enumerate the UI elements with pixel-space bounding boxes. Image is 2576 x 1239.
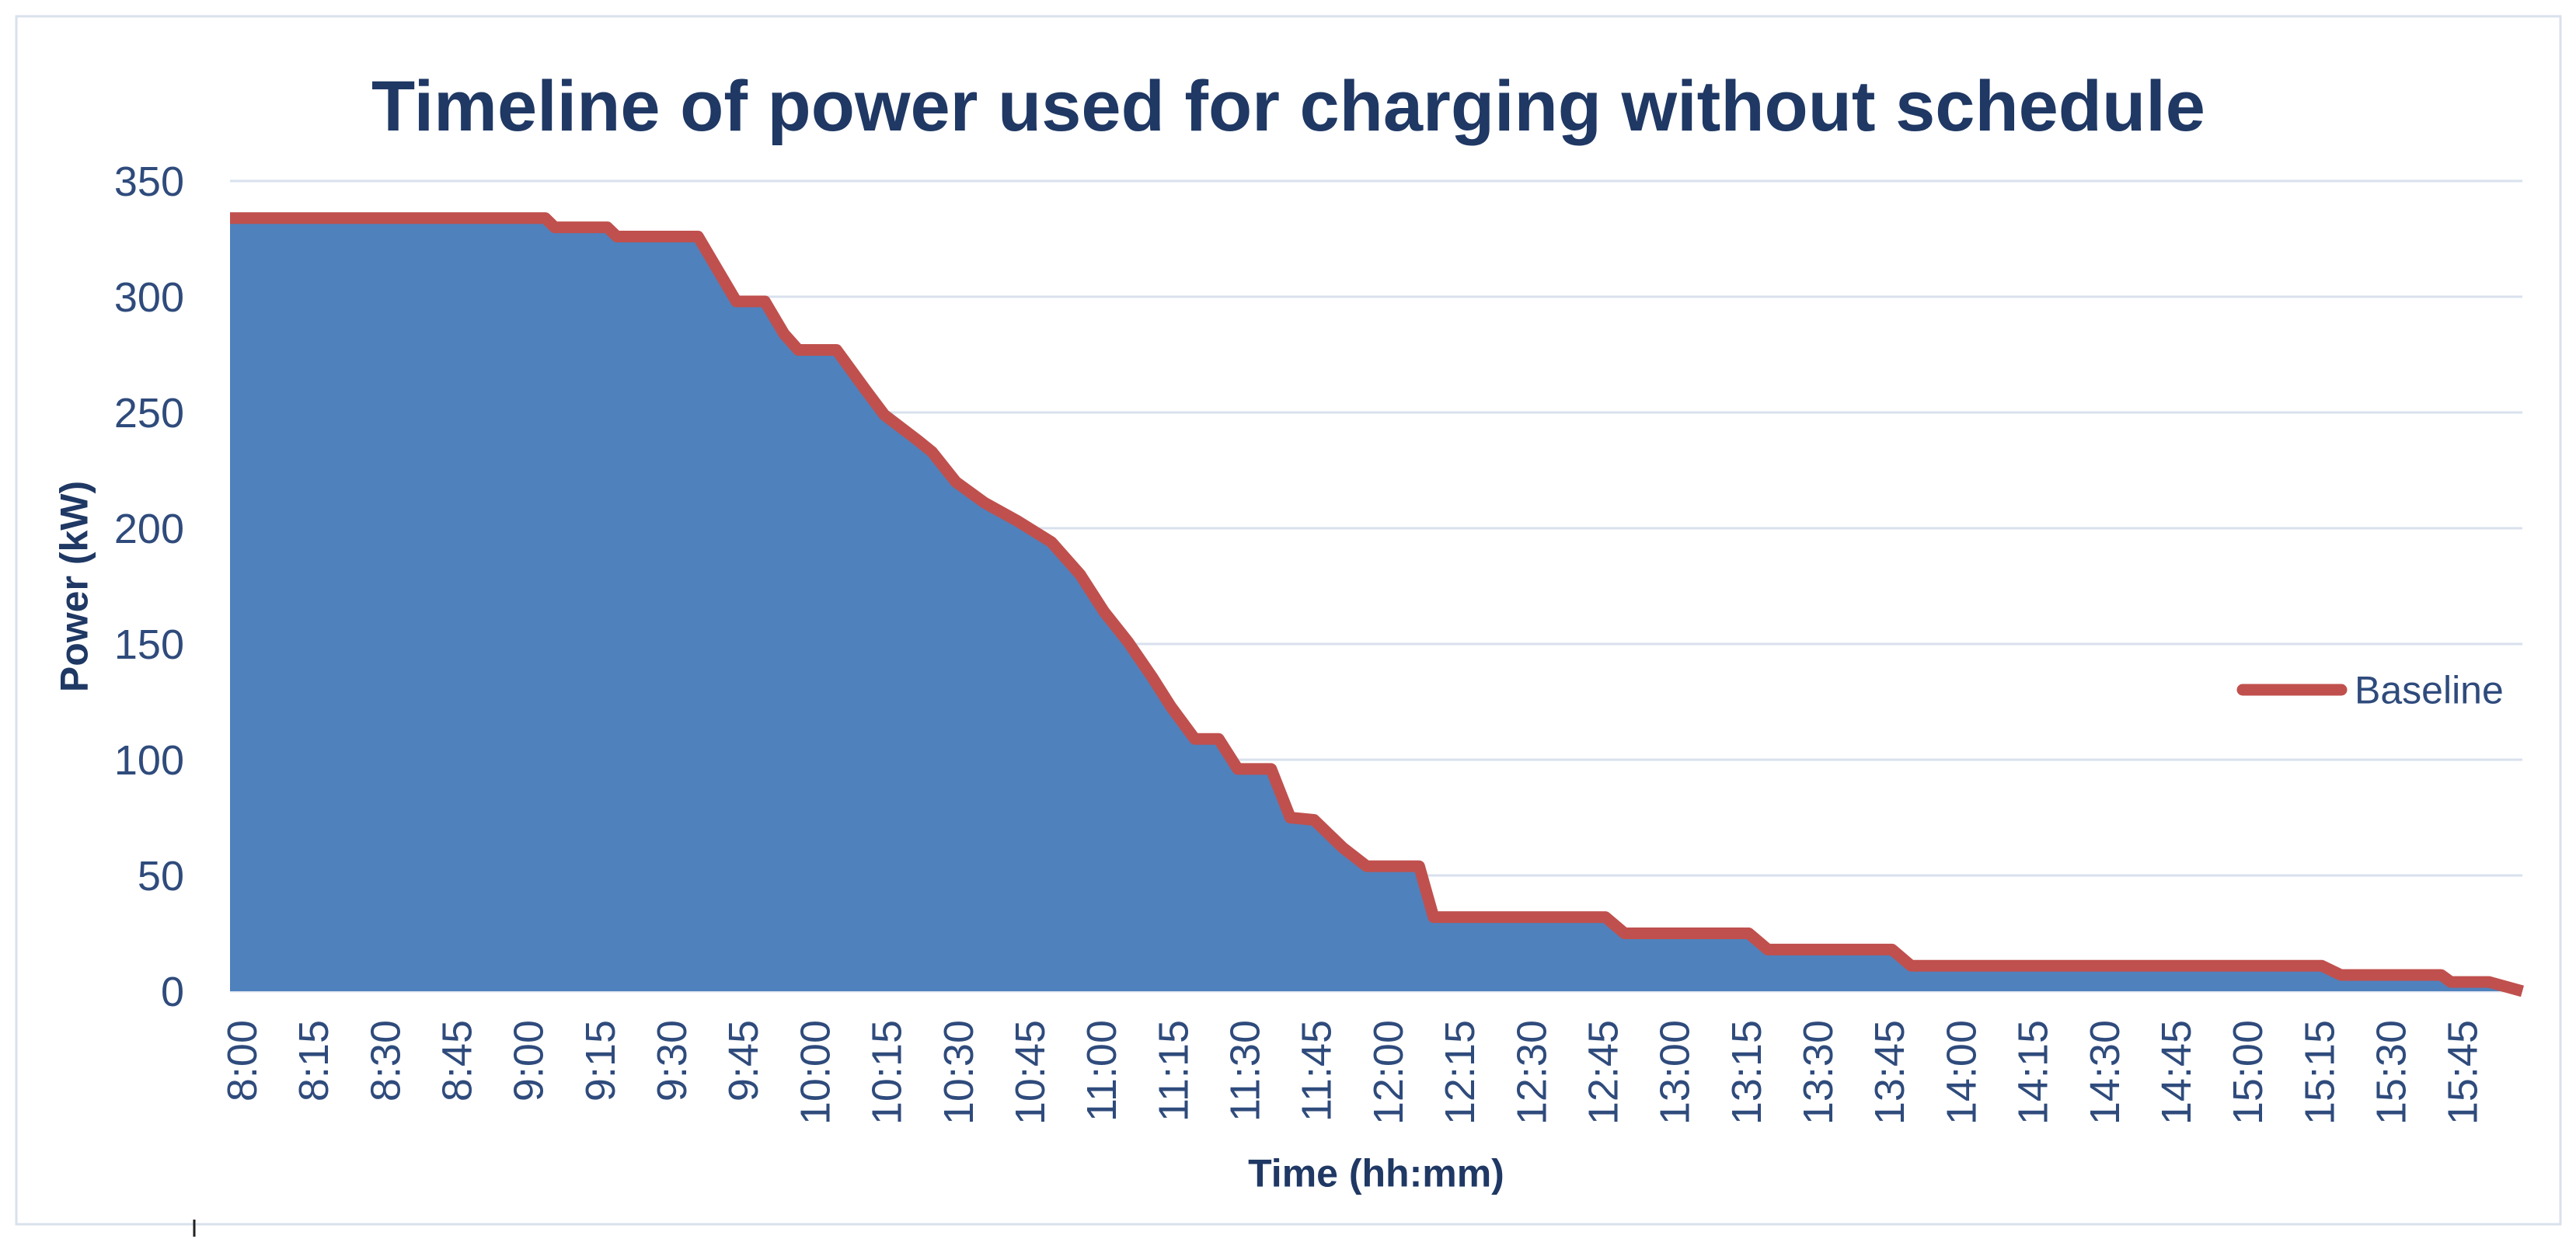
x-tick-label: 11:15	[1150, 1020, 1197, 1122]
chart-title: Timeline of power used for charging with…	[371, 67, 2205, 146]
y-tick-label: 250	[114, 390, 184, 437]
x-tick-label: 9:30	[649, 1020, 695, 1102]
y-axis-title: Power (kW)	[53, 481, 96, 692]
x-tick-label: 12:45	[1580, 1020, 1626, 1125]
x-tick-label: 10:30	[936, 1020, 982, 1125]
x-tick-label: 14:15	[2010, 1020, 2057, 1125]
x-tick-label: 8:00	[219, 1020, 266, 1102]
legend: Baseline	[2236, 669, 2504, 712]
x-tick-label: 13:45	[1867, 1020, 1913, 1125]
x-tick-label: 11:45	[1294, 1020, 1340, 1122]
x-tick-label: 9:15	[577, 1020, 624, 1102]
x-tick-label: 8:45	[434, 1020, 480, 1102]
y-tick-labels: 0 50 100 150 200 250 300 350	[114, 158, 184, 1015]
x-tick-label: 15:30	[2369, 1020, 2415, 1125]
x-tick-label: 13:00	[1652, 1020, 1699, 1125]
x-tick-label: 10:45	[1007, 1020, 1054, 1125]
x-tick-label: 12:15	[1437, 1020, 1483, 1125]
x-tick-label: 13:30	[1795, 1020, 1842, 1125]
y-tick-label: 350	[114, 158, 184, 205]
y-tick-label: 50	[138, 853, 184, 900]
legend-label-baseline: Baseline	[2355, 669, 2504, 712]
x-tick-label: 15:00	[2225, 1020, 2271, 1125]
y-tick-label: 300	[114, 274, 184, 321]
x-tick-label: 14:00	[1938, 1020, 1985, 1125]
x-axis-title: Time (hh:mm)	[1248, 1152, 1504, 1195]
x-tick-label: 15:45	[2440, 1020, 2487, 1125]
x-tick-label: 14:45	[2153, 1020, 2200, 1125]
baseline-series-line	[230, 212, 2525, 997]
x-tick-label: 9:45	[720, 1020, 767, 1102]
x-tick-label: 15:15	[2296, 1020, 2343, 1125]
y-tick-label: 200	[114, 506, 184, 552]
baseline-area	[230, 218, 2522, 991]
x-tick-label: 12:30	[1508, 1020, 1555, 1125]
y-tick-label: 0	[161, 969, 184, 1015]
x-tick-label: 9:00	[506, 1020, 552, 1102]
y-tick-label: 100	[114, 737, 184, 784]
x-tick-label: 10:15	[864, 1020, 911, 1125]
x-tick-label: 13:15	[1724, 1020, 1770, 1125]
y-tick-label: 150	[114, 621, 184, 668]
x-tick-label: 10:00	[792, 1020, 838, 1125]
x-tick-label: 8:30	[362, 1020, 409, 1102]
x-tick-label: 11:00	[1079, 1020, 1125, 1122]
x-tick-label: 8:15	[291, 1020, 337, 1102]
x-tick-label: 14:30	[2082, 1020, 2128, 1125]
x-tick-label: 12:00	[1365, 1020, 1412, 1125]
x-tick-labels: 8:00 8:15 8:30 8:45 9:00 9:15 9:30 9:45 10:00 10:…	[219, 1020, 2487, 1125]
x-tick-label: 11:30	[1222, 1020, 1269, 1122]
